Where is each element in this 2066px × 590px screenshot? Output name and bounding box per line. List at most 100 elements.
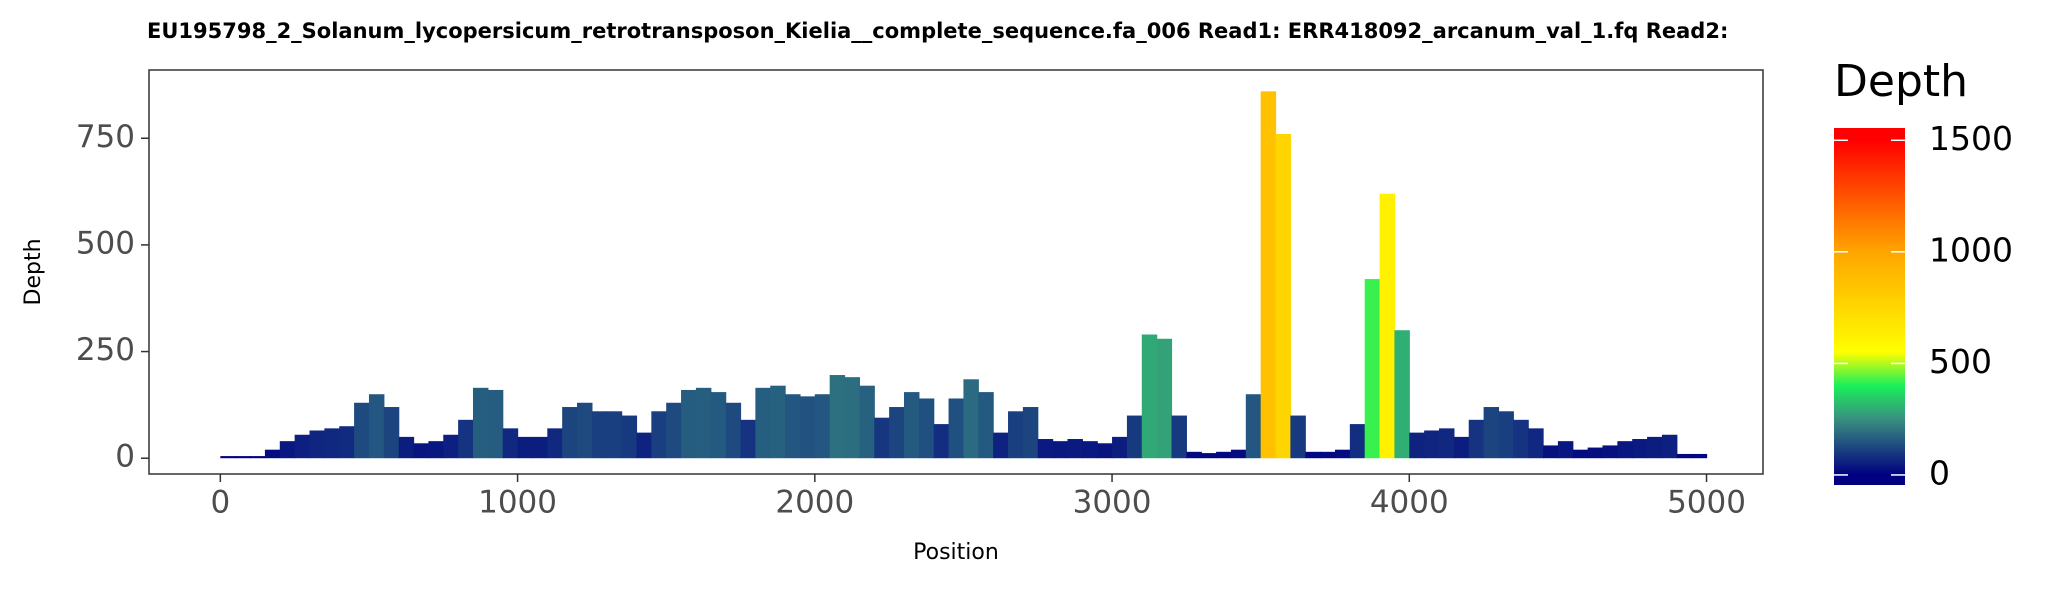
x-tick-label: 2000 (775, 485, 854, 521)
depth-bar (1513, 419, 1529, 459)
x-tick-label: 5000 (1667, 485, 1746, 521)
depth-bar (725, 402, 742, 459)
colorbar-tick-label: 1500 (1929, 119, 2013, 158)
depth-bar (859, 385, 875, 459)
depth-bar (428, 441, 444, 459)
depth-bar (1141, 334, 1158, 459)
depth-bar (1275, 133, 1291, 459)
depth-bar (250, 456, 266, 459)
depth-bar (1453, 436, 1470, 459)
depth-bar (1097, 443, 1113, 459)
y-tick-label: 0 (115, 439, 135, 475)
depth-bar (1439, 428, 1455, 459)
depth-bar (1394, 330, 1410, 459)
depth-bar (1037, 439, 1054, 459)
depth-bar (933, 424, 950, 459)
depth-bar (1409, 432, 1425, 459)
plot-border (148, 69, 1764, 475)
depth-bar (1364, 279, 1381, 459)
depth-bar (1676, 453, 1693, 459)
depth-bar (472, 387, 489, 459)
depth-bar (324, 428, 340, 459)
depth-bar (1632, 439, 1648, 459)
depth-bar (235, 456, 251, 459)
depth-bar (1186, 451, 1202, 459)
depth-bar (1424, 430, 1440, 459)
depth-bar (383, 407, 400, 459)
depth-bar (458, 419, 474, 459)
x-axis-title: Position (913, 540, 999, 565)
depth-bar (339, 426, 355, 459)
depth-bar (1572, 449, 1589, 459)
depth-bar (918, 398, 935, 459)
depth-bar (1349, 424, 1366, 459)
depth-bar (487, 389, 504, 459)
y-axis-title: Depth (21, 238, 46, 305)
depth-bar (814, 394, 831, 459)
depth-bar (636, 432, 652, 459)
depth-bar (1230, 449, 1247, 459)
depth-bar (591, 411, 608, 459)
depth-bar (577, 402, 593, 459)
depth-bar (903, 392, 920, 459)
depth-bar (279, 441, 296, 459)
colorbar (1834, 128, 1905, 485)
depth-bar (1647, 436, 1663, 459)
x-tick-label: 4000 (1370, 485, 1449, 521)
depth-bar (651, 411, 667, 459)
depth-bar (1112, 436, 1128, 459)
colorbar-tick-label: 500 (1929, 342, 1992, 381)
depth-bar (1290, 415, 1306, 459)
depth-bar (1498, 411, 1514, 459)
depth-bar (621, 415, 638, 459)
colorbar-tick-label: 0 (1929, 453, 1950, 492)
y-tick-label: 750 (76, 119, 135, 155)
x-tick-label: 3000 (1073, 485, 1152, 521)
x-tick-label: 0 (210, 485, 230, 521)
depth-bar (829, 375, 846, 459)
depth-bar (666, 402, 682, 459)
depth-bar (681, 389, 697, 459)
depth-bar (1587, 447, 1604, 459)
depth-bar (1557, 441, 1574, 459)
depth-bar (993, 432, 1009, 459)
depth-bar (1602, 445, 1618, 459)
depth-bar (1661, 434, 1678, 459)
depth-bar (1617, 441, 1633, 459)
depth-bar (398, 436, 415, 459)
depth-bar (294, 434, 311, 459)
y-tick-label: 250 (76, 332, 135, 368)
depth-bar (710, 392, 727, 459)
depth-bar (606, 411, 623, 459)
depth-bar (1216, 451, 1232, 459)
depth-bar (532, 436, 548, 459)
depth-bar (1156, 338, 1173, 459)
depth-bar (220, 456, 236, 459)
depth-bar (1543, 445, 1559, 459)
depth-bar (502, 428, 519, 459)
colorbar-tick-label: 1000 (1929, 230, 2013, 269)
depth-bar (799, 396, 816, 459)
depth-bar (1171, 415, 1187, 459)
depth-bar (1334, 449, 1351, 459)
depth-bar (1305, 451, 1321, 459)
depth-bar (1468, 419, 1485, 459)
depth-bar (1201, 453, 1217, 459)
depth-bar (1082, 441, 1098, 459)
depth-bar (1483, 407, 1500, 459)
depth-bar (1528, 428, 1544, 459)
depth-bar (1126, 415, 1143, 459)
depth-bar (740, 419, 756, 459)
depth-bar (443, 434, 459, 459)
depth-bar (1022, 407, 1039, 459)
depth-bar (368, 394, 385, 459)
depth-bar (1691, 453, 1708, 459)
depth-bar (889, 407, 905, 459)
depth-bar (844, 377, 860, 459)
y-tick-label: 500 (76, 225, 135, 261)
depth-bar (1067, 439, 1083, 459)
depth-bar (413, 443, 430, 459)
depth-bar (1245, 394, 1262, 459)
